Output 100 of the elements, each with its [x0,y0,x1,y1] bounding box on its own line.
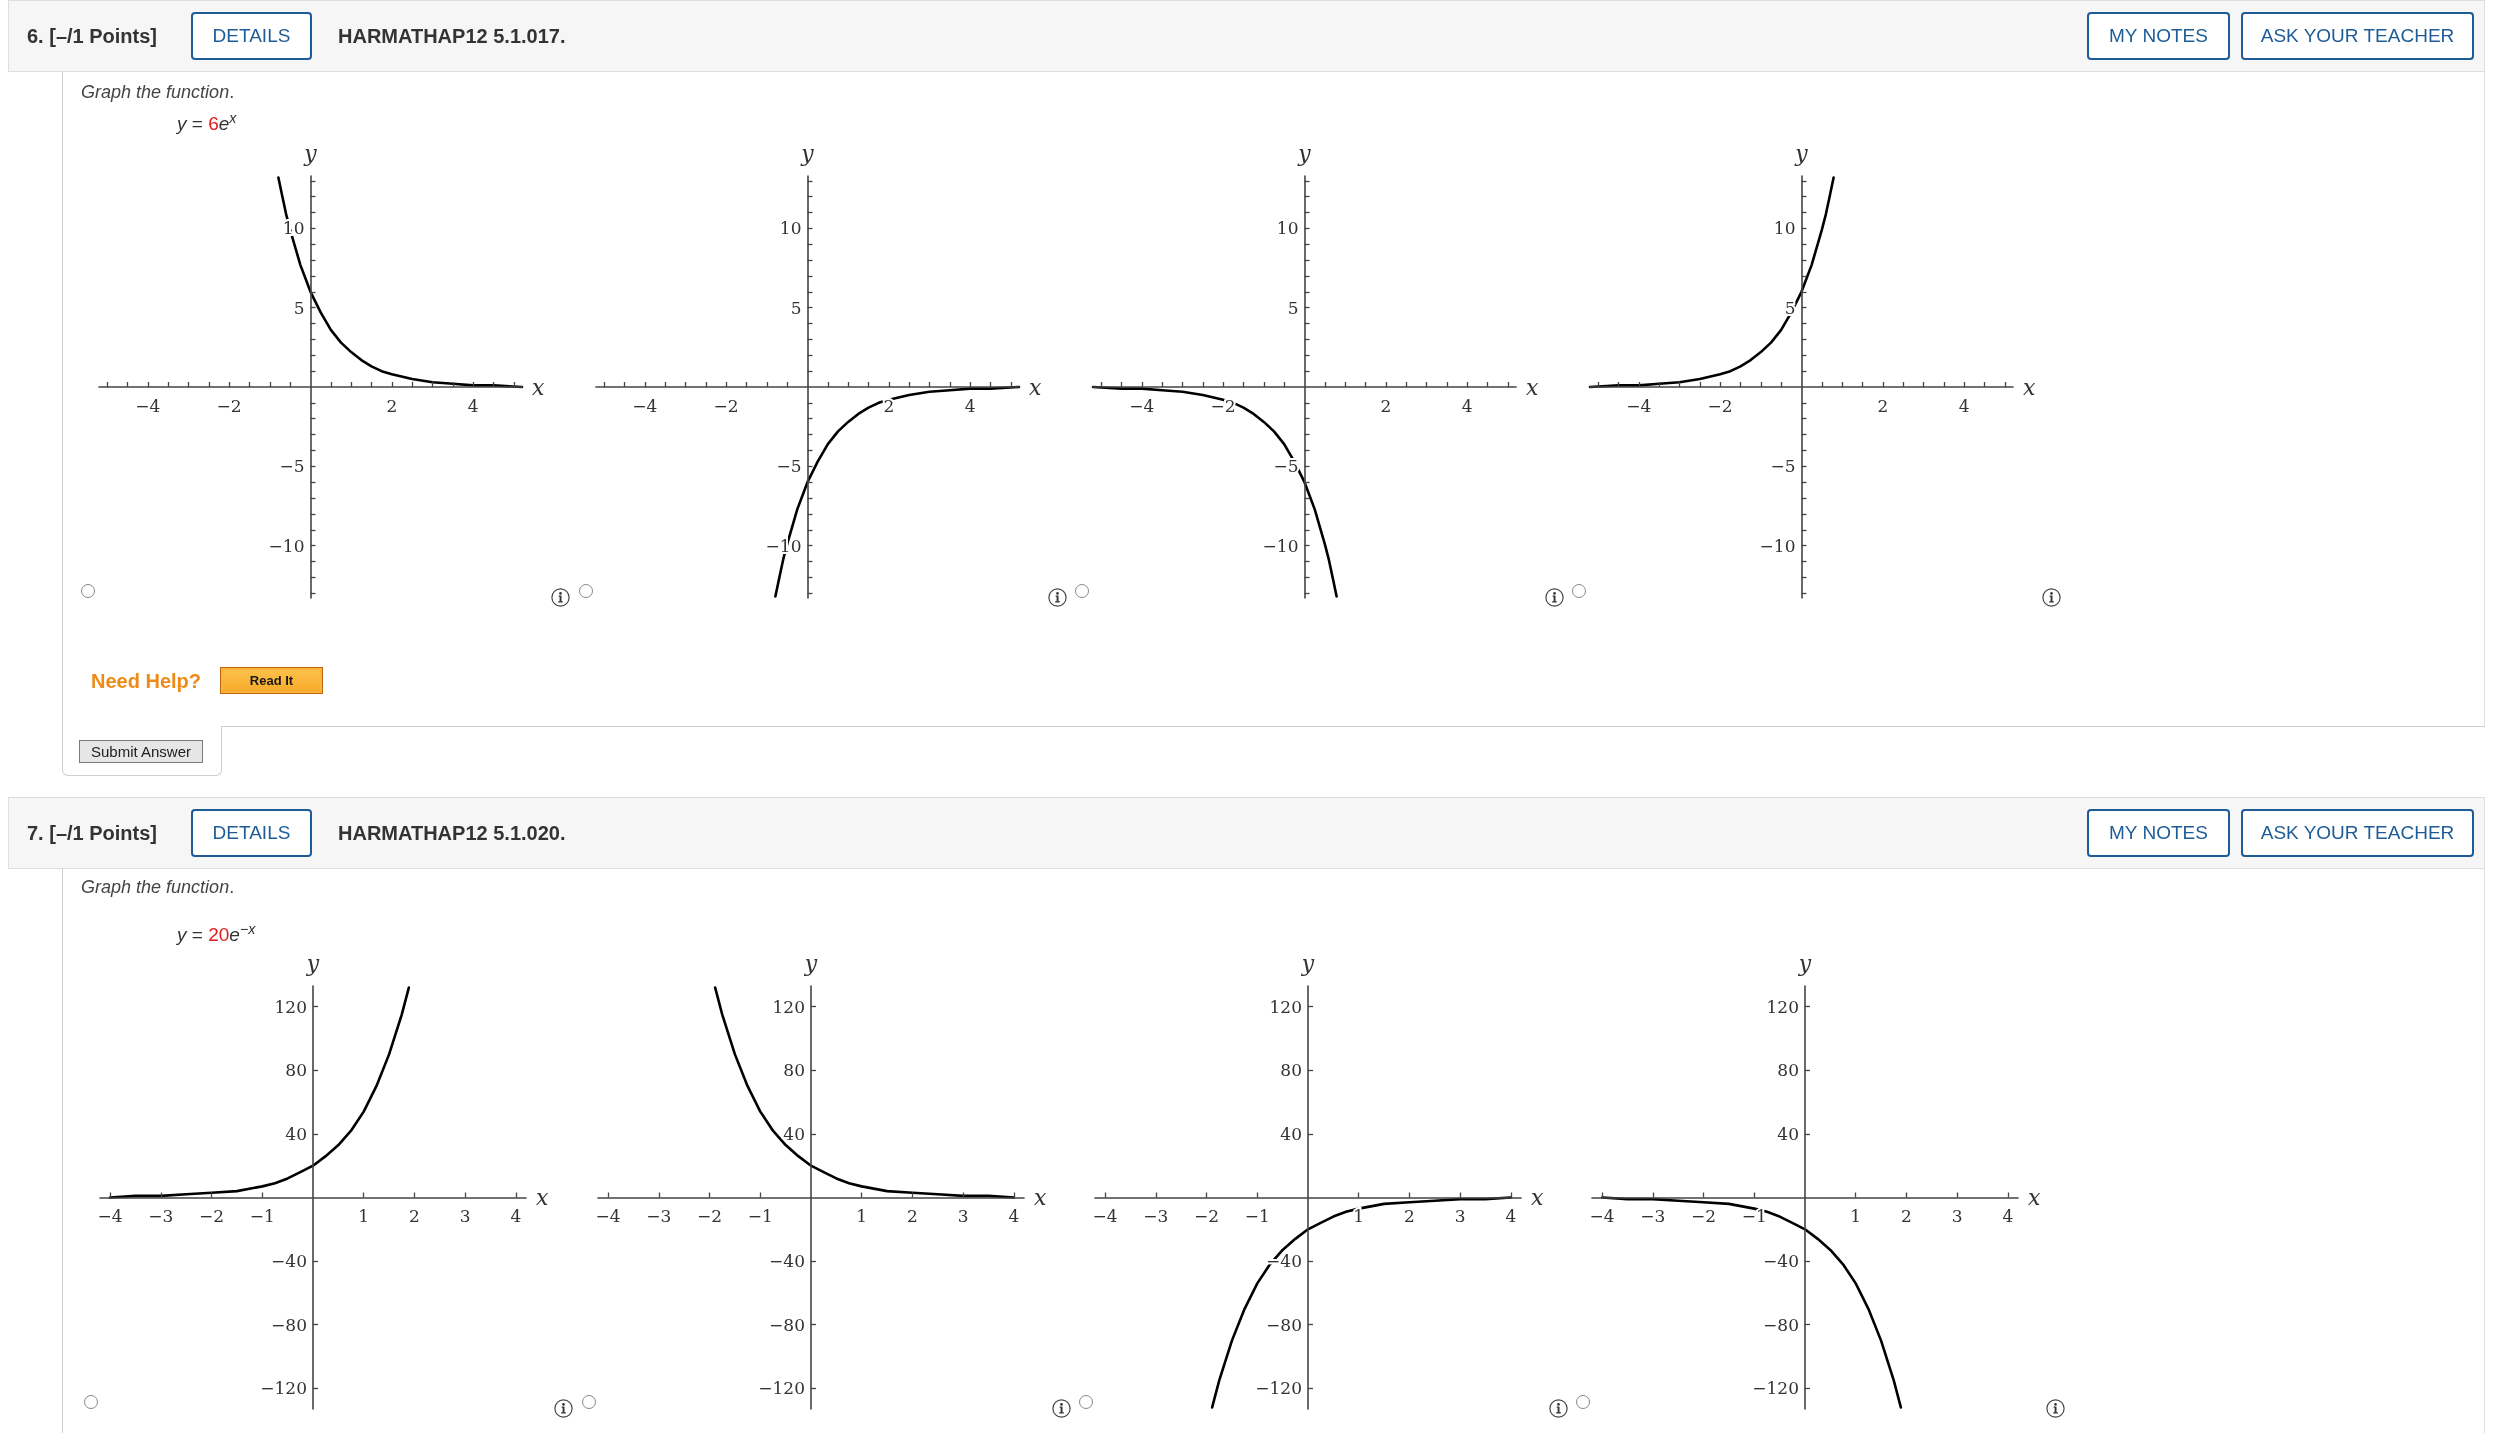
y-tick-label: 40 [285,1123,308,1144]
y-tick-label: 5 [1287,297,1298,318]
button: ASK YOUR TEACHER [2241,809,2474,857]
x-tick-label: 2 [1404,1206,1415,1226]
y-tick-label: 80 [285,1060,308,1081]
x-tick-label: −3 [1640,1206,1666,1226]
x-axis-title: x [1029,374,1042,399]
x-tick-label: 3 [460,1206,471,1226]
chart-subtitle: y = 6e$^{x}$ [177,109,237,137]
y-axis-title: y [800,140,815,165]
x-tick-label: −4 [1625,395,1651,415]
y-tick-label: 80 [783,1060,805,1081]
y-tick-label: 120 [1766,996,1799,1017]
x-tick-label: 2 [883,395,895,415]
x-axis-title: x [531,374,545,399]
y-tick-label: 80 [1280,1060,1302,1081]
y-tick-label: 10 [779,217,802,238]
x-tick-label: 2 [1379,395,1391,415]
x-tick-label: 1 [1850,1206,1862,1226]
line-series [713,986,1016,1199]
x-tick-label: 1 [358,1206,370,1226]
x-tick-label: −2 [1194,1206,1220,1226]
button: DETAILS [191,809,312,857]
x-axis-title: x [1034,1185,1047,1210]
x-tick-label: −4 [632,395,658,415]
button: MY NOTES [2087,12,2230,60]
text: 6. [–/1 Points] [27,24,158,48]
y-tick-label: 5 [790,297,802,318]
y-tick-label: 40 [1777,1123,1799,1144]
text: 7. [–/1 Points] [27,821,158,845]
y-axis-title: y [1296,140,1311,165]
y-tick-label: −120 [1752,1378,1799,1399]
x-tick-label: 2 [385,395,397,415]
button: DETAILS [191,12,312,60]
x-tick-label: 4 [1958,395,1970,415]
y-axis-title: y [306,950,321,976]
x-tick-label: 4 [510,1206,522,1226]
x-tick-label: −1 [747,1206,773,1226]
x-tick-label: −4 [595,1206,621,1226]
x-tick-label: 1 [1353,1206,1365,1226]
y-tick-label: 10 [1276,217,1298,238]
x-axis-title: x [536,1185,550,1210]
x-tick-label: 1 [856,1206,868,1226]
y-tick-label: −80 [1266,1314,1302,1335]
y-tick-label: −80 [271,1314,308,1335]
x-tick-label: 2 [1876,395,1888,415]
x-tick-label: −2 [216,395,242,415]
y-axis-title: y [1797,950,1812,976]
x-tick-label: −1 [250,1206,276,1226]
x-tick-label: −4 [97,1206,123,1226]
x-tick-label: −2 [1707,395,1733,415]
y-tick-label: 120 [1269,996,1302,1017]
y-tick-label: −40 [769,1251,805,1272]
x-tick-label: −2 [1691,1206,1717,1226]
x-tick-label: −4 [1092,1206,1118,1226]
x-tick-label: 4 [2002,1206,2014,1226]
y-tick-label: −10 [1759,535,1795,556]
x-tick-label: −3 [1143,1206,1169,1226]
y-tick-label: −120 [260,1378,308,1399]
y-tick-label: −5 [278,455,304,476]
button: ASK YOUR TEACHER [2241,12,2474,60]
chart-title: Graph the function. [81,876,235,899]
button: MY NOTES [2087,809,2230,857]
x-tick-label: 2 [409,1206,421,1226]
y-tick-label: −80 [1763,1314,1799,1335]
button: Read It [220,667,323,694]
x-tick-label: −1 [1741,1206,1767,1226]
x-axis-title: x [1525,374,1539,399]
text: HARMATHAP12 5.1.017. [338,24,566,48]
x-tick-label: −2 [1210,395,1236,415]
y-tick-label: 40 [1280,1123,1302,1144]
text: HARMATHAP12 5.1.020. [338,821,566,845]
y-axis-title: y [1793,140,1808,165]
y-tick-label: −10 [268,535,304,556]
x-tick-label: 4 [1008,1206,1020,1226]
text: Need Help? [91,669,202,693]
y-tick-label: −5 [776,455,802,476]
y-tick-label: −80 [769,1314,805,1335]
y-axis-title: y [1300,950,1315,976]
x-tick-label: 3 [957,1206,969,1226]
x-tick-label: 3 [1454,1206,1466,1226]
chart-title: Graph the function. [81,81,235,104]
y-tick-label: −5 [1769,455,1795,476]
x-tick-label: −3 [148,1206,174,1226]
x-axis-title: x [1531,1185,1544,1210]
y-tick-label: 10 [1773,217,1795,238]
y-tick-label: 120 [274,996,308,1017]
x-tick-label: 4 [467,395,479,415]
x-tick-label: 4 [964,395,976,415]
y-tick-label: −40 [1763,1251,1799,1272]
line-series [109,986,411,1199]
x-tick-label: 2 [907,1206,918,1226]
x-axis-title: x [2028,1185,2041,1210]
x-tick-label: −2 [713,395,739,415]
y-tick-label: 80 [1777,1060,1799,1081]
button: Submit Answer [79,740,203,763]
x-tick-label: −2 [697,1206,723,1226]
y-tick-label: −120 [1255,1378,1302,1399]
y-tick-label: 40 [783,1123,805,1144]
y-tick-label: 120 [772,996,805,1017]
